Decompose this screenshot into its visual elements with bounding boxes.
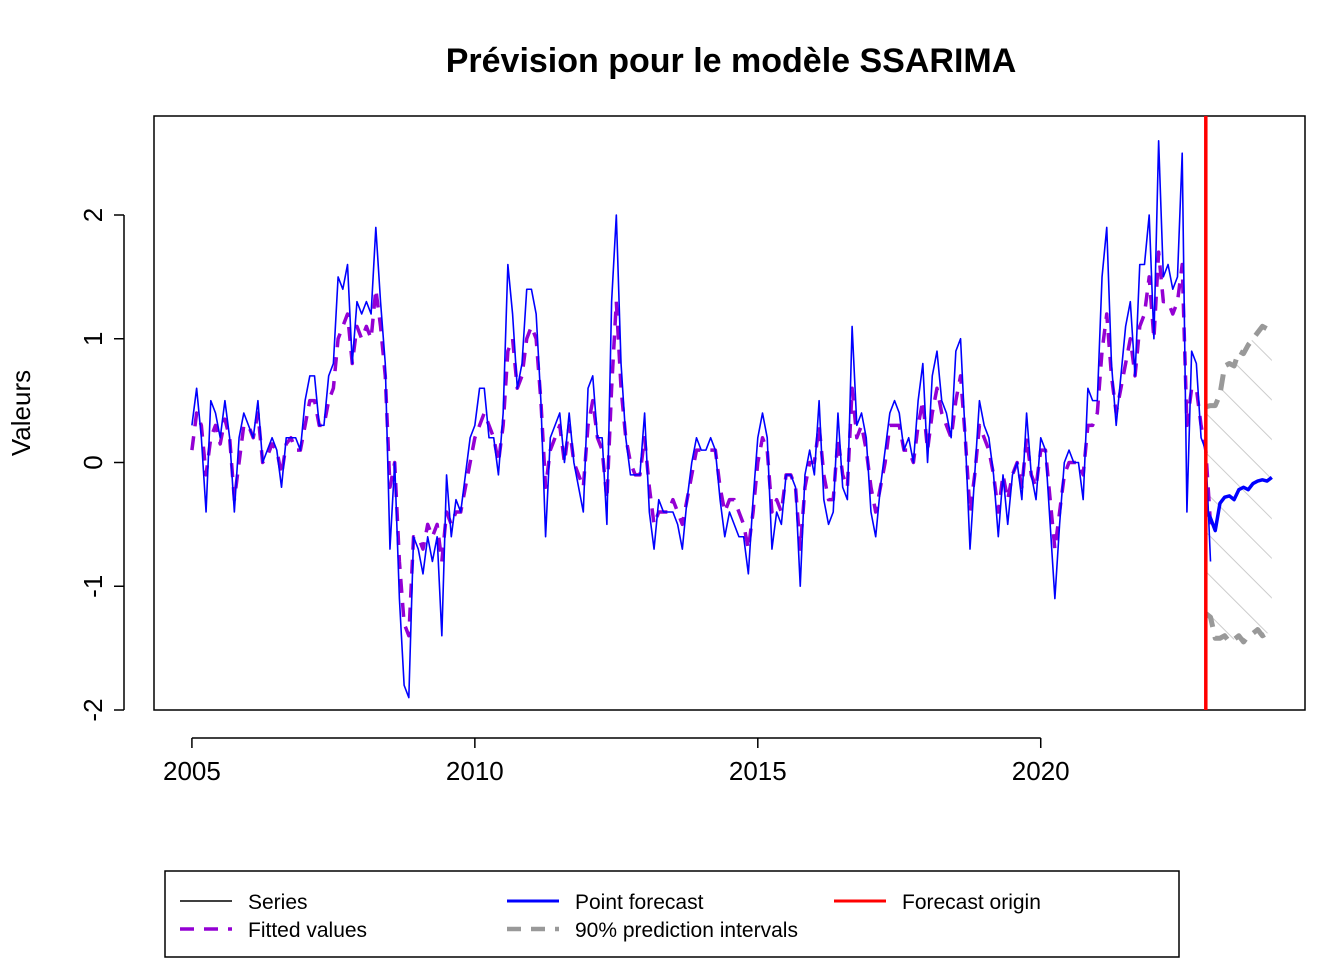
legend: Series Fitted values Point forecast 90% pre… [164,870,1180,958]
upper-interval-line [1205,321,1274,410]
x-tick-label: 2015 [729,756,787,786]
plot-area [190,139,1274,699]
y-tick-label: 1 [78,332,108,346]
y-tick-label: -1 [78,575,108,598]
x-axis: 2005 2010 2015 2020 [163,737,1070,786]
legend-box [164,870,1180,958]
legend-label: Forecast origin [902,891,1041,914]
series-line [191,139,1212,699]
x-tick-label: 2010 [446,756,504,786]
legend-label: Point forecast [575,891,704,914]
plot-frame [153,115,1306,711]
x-tick-label: 2005 [163,756,221,786]
legend-label: Fitted values [248,919,367,942]
fitted-values-line [190,250,1213,638]
point-forecast-line [1204,475,1273,533]
legend-label: Series [248,891,308,914]
x-tick-label: 2020 [1012,756,1070,786]
y-tick-label: 0 [78,455,108,469]
legend-label: 90% prediction intervals [575,919,798,942]
y-tick-label: -2 [78,698,108,721]
chart-title: Prévision pour le modèle SSARIMA [446,42,1017,80]
prediction-interval-area [1205,322,1272,642]
y-axis-label: Valeurs [6,370,36,456]
lower-interval-line [1204,611,1272,645]
y-axis: -2 -1 0 1 2 [78,208,125,722]
y-tick-label: 2 [78,208,108,222]
